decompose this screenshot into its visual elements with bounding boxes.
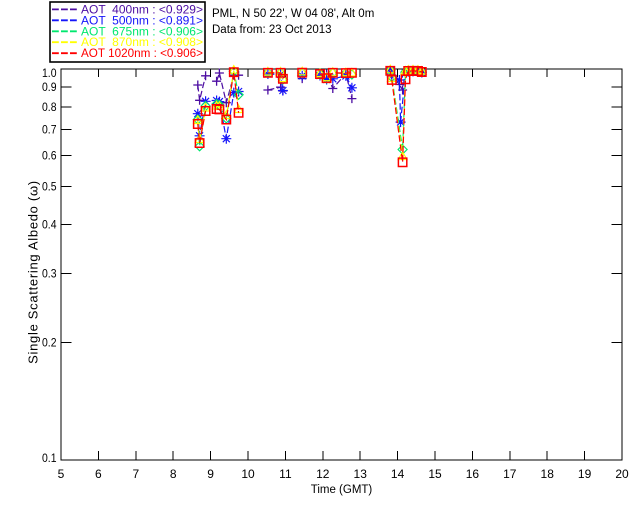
svg-text:12: 12 [316,467,330,481]
svg-text:0.9: 0.9 [42,80,57,94]
svg-text:1.0: 1.0 [42,66,57,80]
svg-text:0.8: 0.8 [42,100,57,114]
svg-text:5: 5 [58,467,65,481]
svg-text:0.4: 0.4 [42,218,57,232]
svg-text:11: 11 [279,467,292,481]
svg-text:16: 16 [466,467,480,481]
svg-text:AOT 870nm : <0.908>: AOT 870nm : <0.908> [81,35,203,49]
svg-text:6: 6 [95,467,102,481]
svg-text:15: 15 [428,467,442,481]
svg-text:7: 7 [132,467,139,481]
svg-text:Time (GMT): Time (GMT) [311,484,373,496]
svg-text:AOT 500nm : <0.891>: AOT 500nm : <0.891> [81,13,203,27]
svg-text:9: 9 [207,467,214,481]
svg-text:0.7: 0.7 [42,123,57,137]
svg-text:10: 10 [241,467,255,481]
svg-text:Data from: 23 Oct 2013: Data from: 23 Oct 2013 [212,24,332,36]
svg-text:17: 17 [503,467,517,481]
svg-text:0.3: 0.3 [42,266,57,280]
svg-text:0.2: 0.2 [42,335,57,349]
svg-text:14: 14 [391,467,405,481]
svg-text:AOT 675nm : <0.906>: AOT 675nm : <0.906> [81,24,203,38]
svg-text:0.1: 0.1 [42,451,57,465]
svg-text:0.5: 0.5 [42,180,57,194]
svg-text:0.6: 0.6 [42,149,57,163]
svg-text:8: 8 [170,467,177,481]
svg-text:18: 18 [541,467,555,481]
svg-text:AOT 400nm : <0.929>: AOT 400nm : <0.929> [81,2,203,16]
svg-text:AOT 1020nm : <0.906>: AOT 1020nm : <0.906> [81,46,203,60]
svg-text:Single Scattering Albedo (ω): Single Scattering Albedo (ω) [26,180,41,364]
svg-text:20: 20 [615,467,629,481]
svg-text:PML, N 50 22', W 04 08', Alt 0: PML, N 50 22', W 04 08', Alt 0m [212,8,374,20]
svg-text:19: 19 [578,467,592,481]
svg-text:13: 13 [354,467,368,481]
